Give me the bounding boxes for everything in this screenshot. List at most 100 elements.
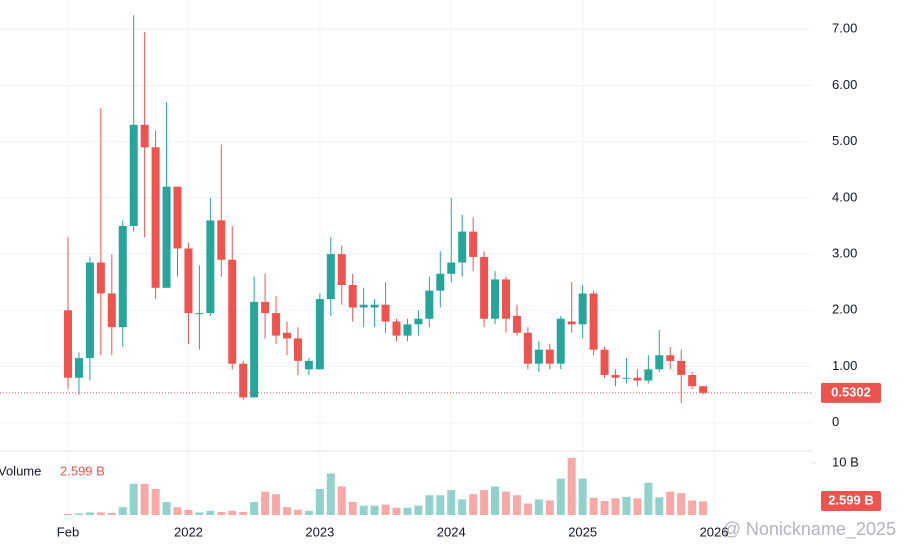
volume-bar	[140, 483, 149, 515]
candle-body	[469, 231, 478, 257]
x-tick-label: Feb	[57, 524, 79, 539]
candle-body	[578, 293, 587, 325]
y-tick-label: 5.00	[832, 133, 857, 148]
volume-bar	[611, 498, 620, 515]
volume-bar	[206, 510, 215, 515]
volume-bar	[228, 510, 237, 515]
candle-body	[184, 248, 193, 314]
candle-body	[283, 332, 291, 339]
candle-body	[206, 220, 215, 314]
volume-bar	[381, 504, 390, 515]
candle-body	[644, 369, 653, 381]
volume-bar	[195, 512, 204, 515]
candle-body	[129, 124, 138, 226]
volume-bar	[666, 491, 675, 515]
volume-bar	[600, 500, 609, 515]
candle-body	[239, 363, 248, 398]
volume-bar	[261, 491, 270, 515]
volume-bar	[64, 513, 72, 515]
volume-bar	[272, 494, 281, 515]
candle-body	[502, 279, 510, 319]
candle-body	[217, 220, 226, 260]
candle-body	[228, 259, 237, 364]
y-tick-label: 6.00	[832, 77, 857, 92]
candle-body	[545, 349, 554, 364]
candle-body	[85, 262, 94, 359]
candle-body	[425, 290, 434, 319]
candle-body	[655, 355, 664, 370]
volume-bar	[523, 503, 532, 515]
volume-bar	[578, 478, 587, 515]
price-badge-label: 0.5302	[831, 384, 871, 399]
candle-body	[666, 355, 675, 361]
candle-body	[370, 304, 379, 308]
candle-body	[96, 262, 105, 294]
x-tick-label: 2026	[700, 524, 729, 539]
volume-badge	[821, 491, 881, 511]
candle-body	[261, 301, 270, 314]
candle-body	[140, 124, 149, 148]
candle-body	[633, 377, 642, 381]
volume-bar	[283, 507, 291, 515]
candle-body	[74, 358, 83, 378]
volume-bar	[129, 483, 138, 515]
volume-bar	[118, 507, 127, 515]
volume-bar	[184, 509, 193, 515]
volume-bar	[326, 473, 335, 515]
candle-body	[250, 301, 259, 398]
candle-body	[491, 279, 500, 319]
candle-body	[337, 254, 346, 286]
candle-body	[381, 304, 390, 322]
volume-bar	[469, 494, 478, 515]
x-tick-label: 2022	[174, 524, 203, 539]
candle-body	[64, 310, 72, 378]
candle-body	[195, 313, 204, 315]
candle-body	[458, 231, 467, 263]
candle-body	[699, 386, 708, 393]
x-tick-label: 2023	[305, 524, 334, 539]
candle-body	[118, 226, 127, 328]
volume-badge-label: 2.599 B	[828, 492, 874, 507]
candle-body	[326, 254, 335, 300]
volume-bar	[403, 507, 412, 515]
volume-legend-value: 2.599 B	[60, 463, 105, 478]
volume-bar	[556, 478, 565, 515]
volume-bar	[359, 505, 368, 515]
volume-bar	[655, 497, 664, 515]
candle-body	[162, 186, 171, 288]
volume-bar	[589, 497, 598, 515]
candle-body	[414, 318, 423, 325]
volume-tick-label: 10 B	[832, 454, 859, 469]
volume-bar	[304, 510, 313, 515]
candle-body	[436, 273, 445, 291]
candle-body	[622, 377, 631, 379]
volume-bar	[458, 499, 467, 515]
volume-bar	[633, 498, 642, 515]
volume-bar	[74, 513, 83, 515]
candle-body	[556, 318, 565, 364]
y-tick-label: 3.00	[832, 246, 857, 261]
candle-body	[348, 285, 357, 308]
volume-bar	[370, 505, 379, 515]
volume-bar	[107, 512, 116, 515]
y-tick-label: 7.00	[832, 21, 857, 36]
y-tick-label: 4.00	[832, 189, 857, 204]
candle-body	[293, 338, 302, 361]
volume-bar	[425, 495, 434, 515]
volume-bar	[96, 512, 105, 515]
candle-body	[173, 186, 182, 249]
volume-bar	[414, 505, 423, 515]
candle-body	[589, 293, 598, 350]
volume-bar	[491, 486, 500, 515]
candle-body	[688, 374, 697, 387]
candle-body	[600, 349, 609, 375]
volume-bar	[644, 482, 653, 515]
volume-bar	[622, 496, 631, 515]
volume-bar	[545, 500, 554, 515]
volume-bar	[239, 511, 248, 515]
volume-bar	[480, 490, 489, 515]
y-tick-label: 2.00	[832, 302, 857, 317]
volume-bar	[173, 507, 182, 515]
volume-bar	[348, 502, 357, 515]
